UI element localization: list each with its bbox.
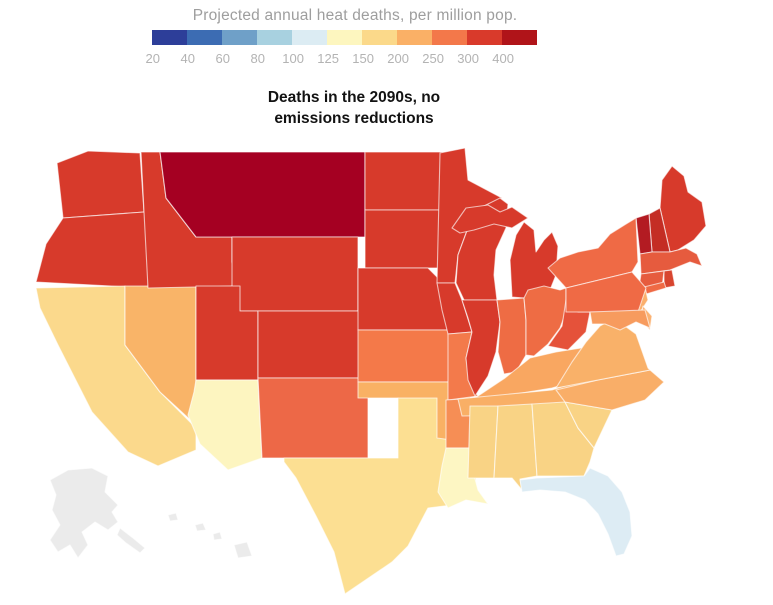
legend-swatch-200 (397, 30, 432, 45)
legend-swatch-300 (467, 30, 502, 45)
legend-swatch-20 (152, 30, 187, 45)
legend-label-200: 200 (387, 51, 409, 66)
legend-label-20: 20 (145, 51, 160, 66)
legend-swatch-60 (222, 30, 257, 45)
state-alaska[interactable] (116, 527, 146, 554)
state-indiana[interactable] (496, 297, 527, 375)
state-arizona[interactable] (187, 379, 263, 471)
state-vermont[interactable] (635, 213, 653, 255)
state-colorado[interactable] (257, 310, 369, 379)
state-new-mexico[interactable] (257, 377, 369, 459)
legend-tick-labels: 20 40 60 80 100 125 150 200 250 300 400 (145, 51, 537, 66)
legend-swatch-125 (327, 30, 362, 45)
header: Projected annual heat deaths, per millio… (0, 0, 710, 25)
legend-swatch-400 (502, 30, 537, 45)
legend-label-125: 125 (317, 51, 339, 66)
scenario-subtitle-line1: Deaths in the 2090s, no (267, 89, 441, 106)
color-legend: 20 40 60 80 100 125 150 200 250 300 400 (145, 30, 537, 66)
state-hawaii[interactable] (167, 512, 179, 522)
legend-label-80: 80 (250, 51, 265, 66)
state-alabama[interactable] (493, 403, 538, 491)
legend-label-300: 300 (457, 51, 479, 66)
legend-label-40: 40 (180, 51, 195, 66)
state-washington[interactable] (56, 150, 145, 219)
legend-swatch-80 (257, 30, 292, 45)
state-hawaii[interactable] (212, 531, 223, 541)
state-maryland[interactable] (589, 309, 651, 331)
legend-label-150: 150 (352, 51, 374, 66)
state-hawaii[interactable] (233, 541, 253, 559)
state-north-dakota[interactable] (364, 151, 449, 211)
legend-swatch-250 (432, 30, 467, 45)
legend-label-250: 250 (422, 51, 444, 66)
state-wyoming[interactable] (231, 236, 359, 312)
scenario-subtitle: Deaths in the 2090s, no emissions reduct… (224, 88, 484, 130)
state-michigan[interactable] (451, 204, 529, 234)
legend-swatches (152, 30, 537, 45)
legend-swatch-40 (187, 30, 222, 45)
state-florida[interactable] (519, 467, 633, 557)
state-alaska[interactable] (49, 467, 119, 559)
state-michigan[interactable] (509, 221, 559, 299)
scenario-subtitle-line2: emissions reductions (274, 109, 434, 127)
page-title: Projected annual heat deaths, per millio… (192, 7, 518, 24)
state-mississippi[interactable] (467, 405, 499, 479)
state-oregon[interactable] (35, 211, 151, 289)
legend-swatch-150 (362, 30, 397, 45)
state-pennsylvania[interactable] (565, 271, 647, 313)
state-montana[interactable] (159, 151, 366, 238)
state-hawaii[interactable] (194, 522, 207, 532)
legend-label-400: 400 (492, 51, 514, 66)
legend-swatch-100 (292, 30, 327, 45)
legend-label-100: 100 (282, 51, 304, 66)
legend-label-60: 60 (215, 51, 230, 66)
